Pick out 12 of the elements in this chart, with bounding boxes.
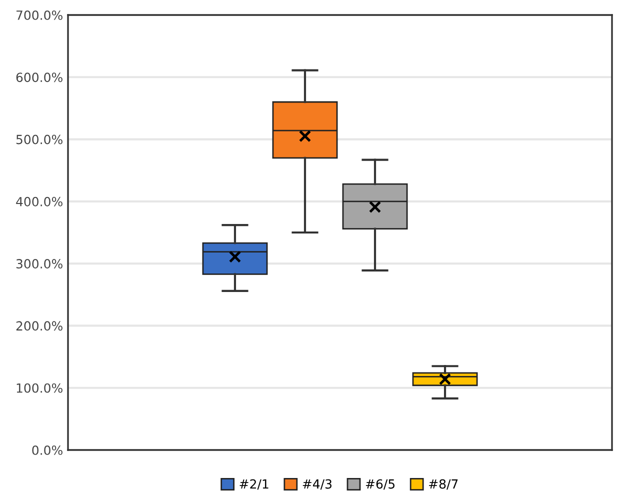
- y-tick-label: 500.0%: [16, 134, 62, 144]
- legend-label: #6/5: [366, 479, 394, 490]
- legend-label: #4/3: [302, 479, 332, 490]
- legend-label: #8/7: [429, 479, 458, 490]
- y-tick-label: 700.0%: [16, 10, 62, 20]
- y-tick-label: 600.0%: [16, 72, 62, 82]
- legend-label: #2/1: [240, 479, 268, 490]
- y-tick-label: 200.0%: [16, 321, 62, 331]
- y-tick-label: 100.0%: [16, 383, 62, 393]
- y-tick-label: 0.0%: [32, 445, 62, 455]
- y-tick-label: 400.0%: [16, 196, 62, 206]
- y-tick-label: 300.0%: [16, 259, 62, 268]
